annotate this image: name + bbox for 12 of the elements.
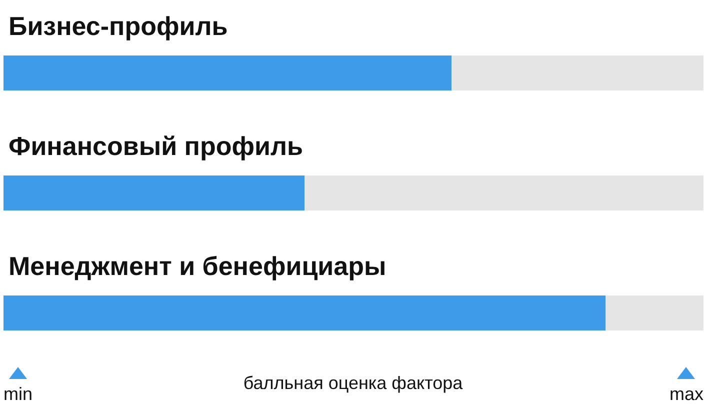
y-tick-label: Бизнес-профиль: [8, 11, 228, 41]
bar: [304, 176, 704, 210]
y-tick-label: Менеджмент и бенефициары: [8, 251, 386, 281]
x-axis-title: балльная оценка фактора: [243, 373, 464, 393]
text: max: [669, 384, 704, 404]
bar: [452, 56, 704, 90]
bar: [4, 176, 304, 210]
bar: [4, 296, 606, 330]
bar: [606, 296, 704, 330]
y-tick-label: Финансовый профиль: [8, 131, 303, 161]
text: min: [4, 384, 33, 404]
bar: [4, 56, 452, 90]
